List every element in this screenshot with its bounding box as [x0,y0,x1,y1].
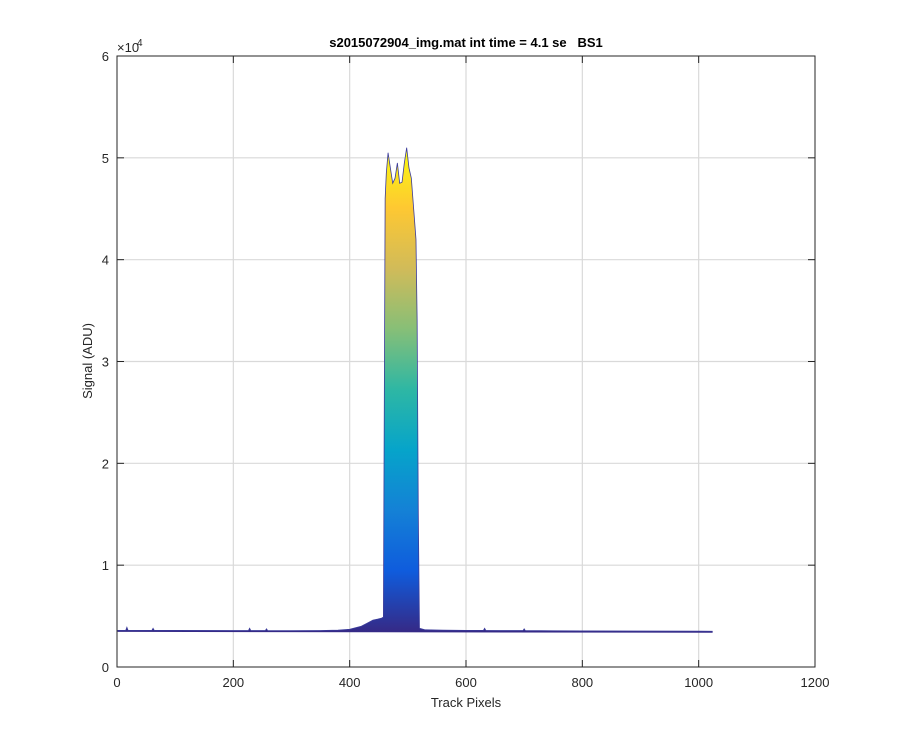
y-tick-label: 2 [102,456,109,471]
x-axis-label: Track Pixels [431,695,502,710]
y-tick-label: 1 [102,558,109,573]
y-exponent-power: 4 [137,38,143,49]
y-exponent-base: ×10 [117,40,139,55]
x-tick-label: 1200 [801,675,830,690]
x-tick-label: 200 [222,675,244,690]
series-layer [117,147,713,633]
grid-lines [117,56,815,667]
x-tick-label: 600 [455,675,477,690]
y-axis-label: Signal (ADU) [80,323,95,399]
axis-ticks: 0 200 400 600 800 1000 1200 0 1 2 3 4 5 6 [102,49,830,690]
y-tick-label: 3 [102,355,109,370]
y-tick-label: 4 [102,253,109,268]
x-tick-label: 400 [339,675,361,690]
y-tick-label: 6 [102,49,109,64]
x-tick-label: 1000 [684,675,713,690]
x-tick-label: 800 [571,675,593,690]
series-line [117,147,713,632]
x-tick-label: 0 [113,675,120,690]
y-tick-label: 5 [102,151,109,166]
y-exponent-label: ×10 4 [117,38,143,55]
series-area [117,147,713,633]
chart-title: s2015072904_img.mat int time = 4.1 se BS… [329,35,603,50]
y-tick-label: 0 [102,660,109,675]
